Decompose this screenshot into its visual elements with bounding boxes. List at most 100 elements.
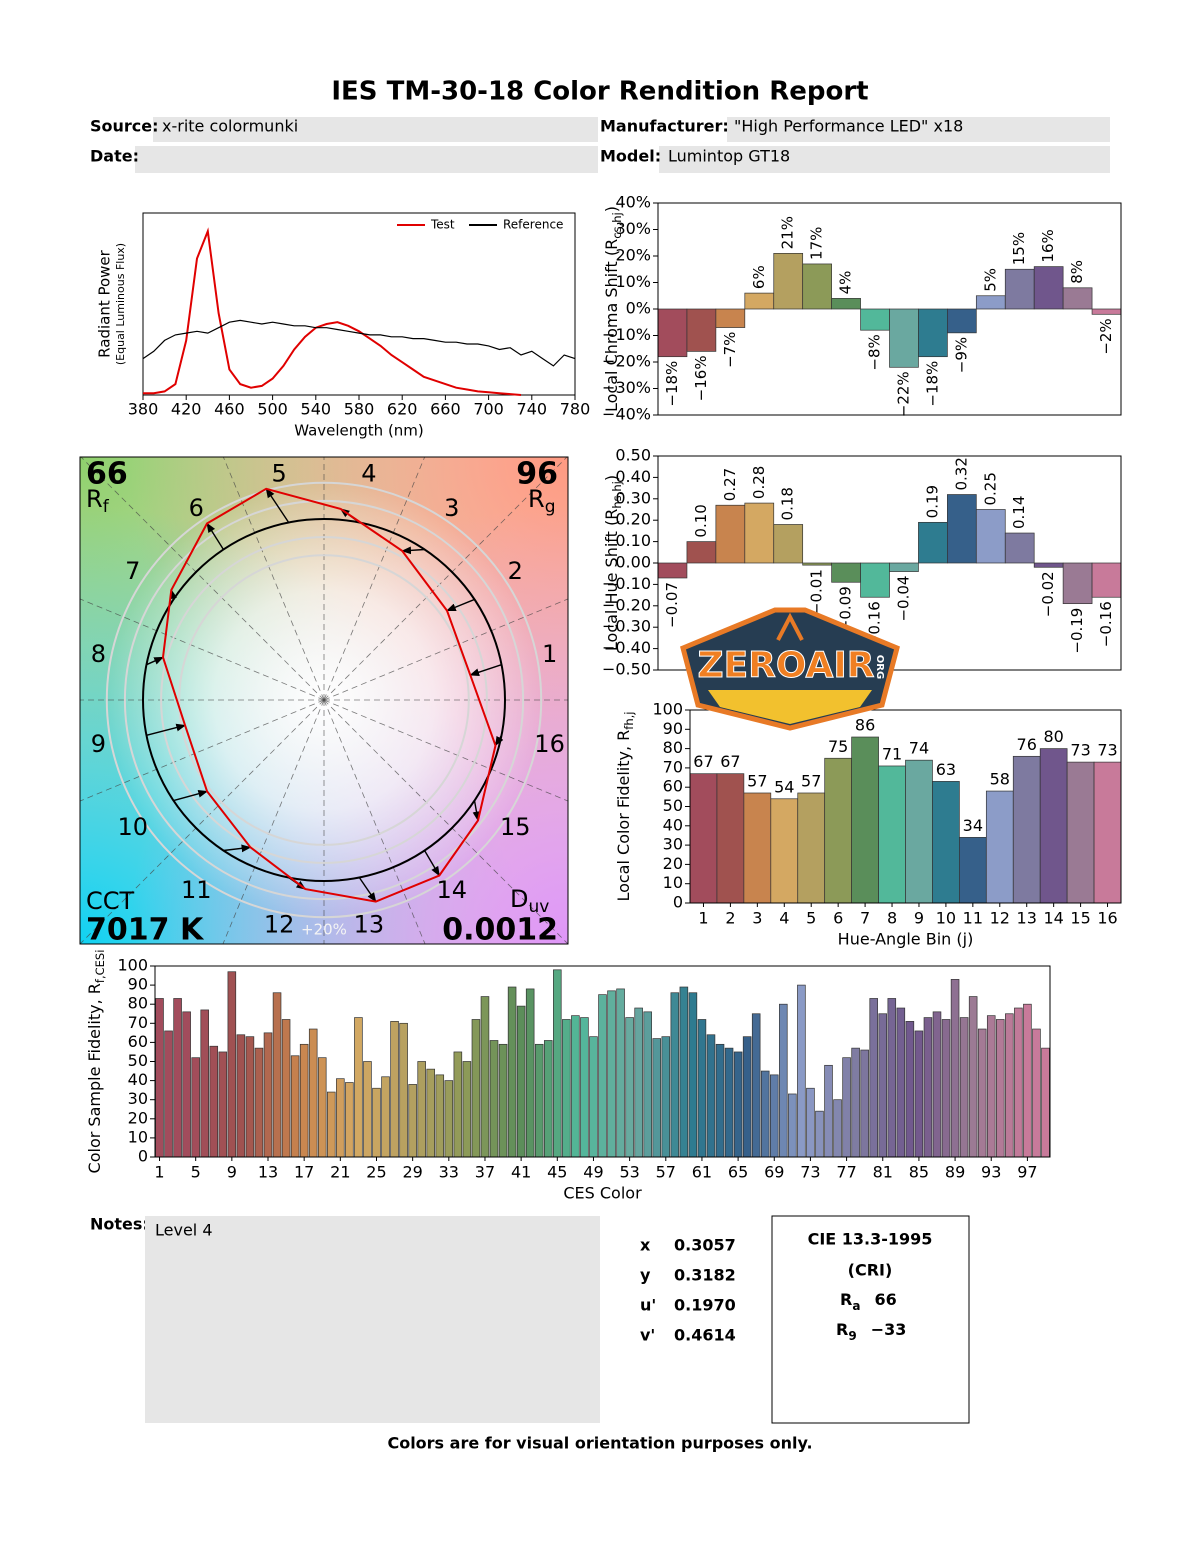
value-label: 0.28 bbox=[750, 466, 768, 499]
value-label: 21% bbox=[779, 216, 797, 249]
value-label: 57 bbox=[747, 771, 767, 790]
bar bbox=[525, 988, 535, 1158]
bar bbox=[715, 504, 746, 564]
y-axis-label-part: ) bbox=[602, 475, 621, 481]
bar bbox=[372, 1087, 381, 1158]
bin-label: 11 bbox=[181, 876, 212, 904]
rg-value: 96 bbox=[516, 457, 558, 492]
x-tick-label: 41 bbox=[511, 1163, 531, 1182]
scale-circle bbox=[105, 481, 543, 919]
y-axis-label-part: Local Hue Shift (R bbox=[602, 509, 621, 651]
bar bbox=[986, 1015, 996, 1158]
y-axis-label: Local Hue Shift (Rhs,hj) bbox=[602, 475, 624, 651]
y-tick-label: 0.00 bbox=[615, 553, 651, 572]
bin-label: 7 bbox=[125, 557, 140, 585]
x-tick-label: 16 bbox=[1097, 909, 1117, 928]
bin-label: 3 bbox=[444, 494, 459, 522]
bar bbox=[889, 308, 919, 368]
bar bbox=[227, 971, 237, 1158]
bar bbox=[607, 990, 616, 1158]
bar bbox=[706, 1034, 716, 1158]
y-tick-label: 30 bbox=[663, 835, 683, 854]
x-tick-label: 13 bbox=[258, 1163, 278, 1182]
coord-label: x bbox=[640, 1236, 651, 1255]
x-tick-label: 620 bbox=[387, 400, 418, 419]
value-label: −0.09 bbox=[837, 586, 855, 632]
value-label: 67 bbox=[693, 752, 713, 771]
bin-label: 16 bbox=[534, 730, 565, 758]
value-label: 80 bbox=[1043, 727, 1063, 746]
scale-circle bbox=[178, 554, 470, 846]
value-label: 0.25 bbox=[981, 472, 999, 505]
x-tick-label: 37 bbox=[475, 1163, 495, 1182]
cri-r9-sub: 9 bbox=[848, 1329, 856, 1343]
x-tick-label: 49 bbox=[583, 1163, 603, 1182]
bar bbox=[507, 986, 517, 1158]
bar bbox=[959, 837, 987, 904]
duv-label-part: D bbox=[510, 885, 528, 913]
y-tick-label: −0.10 bbox=[602, 574, 651, 593]
bar bbox=[616, 988, 625, 1158]
bar bbox=[516, 1005, 526, 1158]
bar bbox=[498, 1043, 508, 1158]
rf-label-sub: f bbox=[103, 497, 110, 517]
bar bbox=[327, 1091, 336, 1158]
watermark-sub: ORG bbox=[874, 655, 885, 679]
bar bbox=[543, 1040, 553, 1158]
value-label: −8% bbox=[866, 334, 884, 370]
bar bbox=[779, 1003, 788, 1158]
bar bbox=[860, 562, 890, 598]
bar bbox=[164, 1030, 173, 1158]
x-axis-label: Wavelength (nm) bbox=[294, 422, 424, 440]
value-label: 54 bbox=[774, 777, 794, 796]
y-tick-label: 80 bbox=[663, 738, 683, 757]
bar bbox=[851, 736, 879, 904]
value-label: −0.01 bbox=[808, 569, 826, 615]
x-tick-label: 61 bbox=[692, 1163, 712, 1182]
coord-value: 0.4614 bbox=[674, 1326, 736, 1345]
x-tick-label: 10 bbox=[936, 909, 956, 928]
bar bbox=[381, 1076, 390, 1158]
cri-title: CIE 13.3-1995 bbox=[808, 1230, 933, 1249]
field-box bbox=[727, 117, 1110, 142]
x-tick-label: 1 bbox=[154, 1163, 164, 1182]
y-tick-label: 50 bbox=[663, 796, 683, 815]
coord-value: 0.3182 bbox=[674, 1266, 736, 1285]
bar bbox=[689, 773, 718, 904]
bin-label: 5 bbox=[271, 459, 286, 487]
bar bbox=[354, 1017, 363, 1158]
bar bbox=[417, 1061, 426, 1158]
y-tick-label: −40% bbox=[602, 405, 651, 424]
x-tick-label: 81 bbox=[873, 1163, 893, 1182]
value-label: 0.19 bbox=[923, 485, 941, 518]
x-tick-label: 580 bbox=[344, 400, 375, 419]
bar bbox=[760, 1070, 770, 1158]
y-tick-label: 20% bbox=[615, 246, 651, 265]
y-tick-label: 80 bbox=[128, 994, 148, 1013]
bar bbox=[218, 1051, 228, 1158]
chromaticity: x 0.3057 y 0.3182 u' 0.1970 v' 0.4614 bbox=[640, 1236, 736, 1345]
bar bbox=[670, 992, 680, 1158]
field-value: x-rite colormunki bbox=[162, 117, 298, 136]
bar bbox=[1091, 562, 1122, 598]
value-label: 73 bbox=[1070, 741, 1090, 760]
bar bbox=[209, 1045, 219, 1158]
bin-label: 8 bbox=[91, 640, 106, 668]
y-axis-label-part: f,CESi bbox=[93, 950, 107, 984]
shift-arrow bbox=[173, 789, 209, 802]
cri-subtitle: (CRI) bbox=[848, 1261, 893, 1280]
bar bbox=[918, 521, 948, 564]
bar bbox=[715, 1043, 725, 1158]
y-axis-label-part: Local Chroma Shift (R bbox=[602, 239, 621, 412]
x-tick-label: 21 bbox=[330, 1163, 350, 1182]
bin-label: 14 bbox=[437, 876, 468, 904]
bar bbox=[363, 1061, 372, 1158]
bar bbox=[173, 998, 182, 1158]
bar bbox=[1033, 266, 1064, 310]
footer-note: Colors are for visual orientation purpos… bbox=[387, 1434, 812, 1453]
rf-label-part: R bbox=[86, 485, 103, 513]
bar bbox=[236, 1034, 246, 1158]
field-box bbox=[659, 146, 1110, 173]
bar bbox=[932, 781, 960, 904]
